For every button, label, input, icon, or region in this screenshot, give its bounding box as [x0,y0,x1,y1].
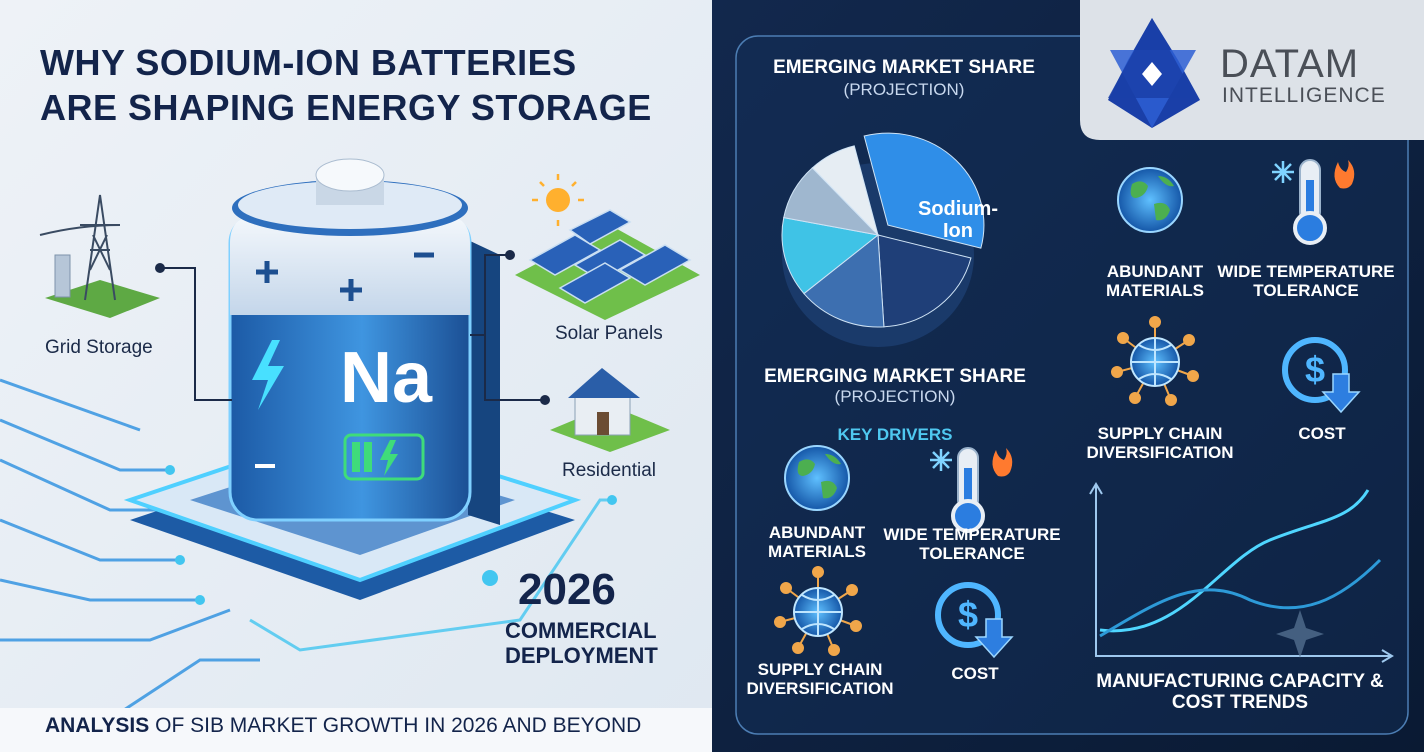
title-line: ARE SHAPING ENERGY STORAGE [40,87,652,128]
charge-indicator [343,433,425,481]
section-title: EMERGING MARKET SHARE [764,366,1026,387]
pie-slice [877,234,972,328]
driver-label: WIDE TEMPERATURE TOLERANCE [1217,262,1395,301]
footer-bar [0,708,712,752]
milestone-year: 2026 [518,565,616,614]
application-label: Solar Panels [555,323,663,344]
milestone-text: DEPLOYMENT [505,643,658,668]
section-title: EMERGING MARKET SHARE [773,57,1035,78]
section-subtitle: (PROJECTION) [834,387,956,406]
driver-label: ABUNDANT MATERIALS [768,523,866,562]
trend-title: MANUFACTURING CAPACITY & COST TRENDS [1096,671,1384,714]
charge-bars [352,440,398,476]
driver-label: SUPPLY CHAIN DIVERSIFICATION [746,660,894,699]
globe-icon [1117,167,1183,233]
footer-lead: ANALYSIS [45,714,150,737]
pie-slice [781,217,880,295]
globe-icon [784,445,850,511]
logo-name: DATAM [1220,42,1360,86]
pie-label: Sodium-Ion [918,198,998,243]
battery-symbol: Na [340,338,433,418]
key-drivers-title: KEY DRIVERS [837,425,953,444]
logo-star [1108,18,1200,128]
milestone-text: COMMERCIAL [505,618,657,643]
circuit-lines [0,378,612,752]
title-line: WHY SODIUM-ION BATTERIES [40,42,577,83]
footer-text: OF SIB MARKET GROWTH IN 2026 AND BEYOND [155,714,642,737]
terminal-top [315,158,385,192]
connectors [160,254,545,401]
bolt [252,340,284,410]
pie [781,132,985,347]
application-label: Residential [562,460,656,481]
connector-dots [155,250,550,405]
pie-slice [811,145,879,237]
driver-label: ABUNDANT MATERIALS [1106,262,1204,301]
logo-tagline: INTELLIGENCE [1222,84,1386,107]
pie-slice [803,234,885,328]
battery-signs [256,252,434,301]
grid-tower-icon [39,194,160,318]
house-icon [550,368,670,452]
section-subtitle: (PROJECTION) [843,80,965,99]
footer: ANALYSIS OF SIB MARKET GROWTH IN 2026 AN… [45,715,641,736]
driver-label: SUPPLY CHAIN DIVERSIFICATION [1086,424,1234,463]
driver-label: COST [1298,424,1346,443]
driver-label: WIDE TEMPERATURE TOLERANCE [883,525,1061,564]
solar-icon [515,174,700,320]
pie-slice [863,132,985,249]
battery-top [230,215,470,315]
application-label: Grid Storage [45,337,153,358]
driver-label: COST [951,664,999,683]
trend-illustration [1089,482,1394,663]
